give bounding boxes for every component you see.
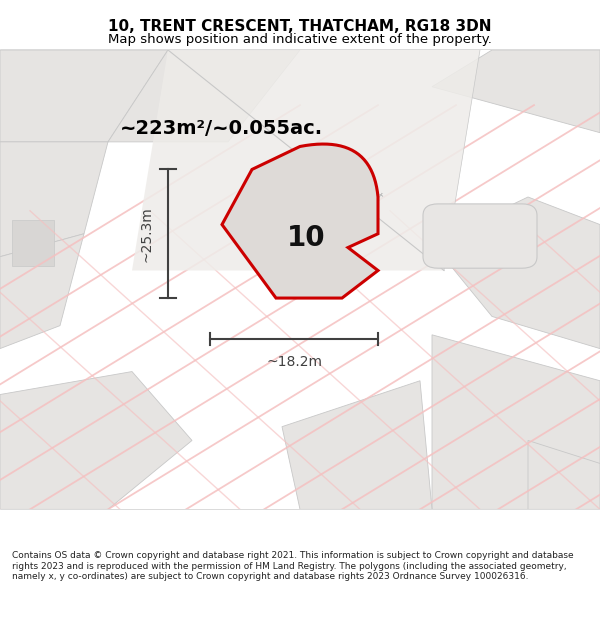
Polygon shape: [432, 50, 600, 132]
Text: ~18.2m: ~18.2m: [266, 356, 322, 369]
Polygon shape: [432, 335, 600, 509]
Polygon shape: [0, 50, 168, 142]
Text: ~223m²/~0.055ac.: ~223m²/~0.055ac.: [120, 119, 323, 138]
Polygon shape: [0, 234, 84, 349]
Text: Map shows position and indicative extent of the property.: Map shows position and indicative extent…: [108, 33, 492, 46]
Polygon shape: [0, 142, 108, 257]
Polygon shape: [108, 50, 300, 142]
Text: Trent Crescent: Trent Crescent: [299, 144, 385, 204]
Polygon shape: [0, 371, 192, 509]
Polygon shape: [282, 381, 432, 509]
Polygon shape: [528, 441, 600, 509]
Polygon shape: [12, 220, 54, 266]
Text: ~25.3m: ~25.3m: [139, 206, 153, 262]
Text: 10: 10: [287, 224, 325, 253]
Text: 10, TRENT CRESCENT, THATCHAM, RG18 3DN: 10, TRENT CRESCENT, THATCHAM, RG18 3DN: [108, 19, 492, 34]
Polygon shape: [222, 144, 378, 298]
FancyBboxPatch shape: [423, 204, 537, 268]
Polygon shape: [132, 50, 480, 271]
Text: Contains OS data © Crown copyright and database right 2021. This information is : Contains OS data © Crown copyright and d…: [12, 551, 574, 581]
Polygon shape: [432, 197, 600, 349]
